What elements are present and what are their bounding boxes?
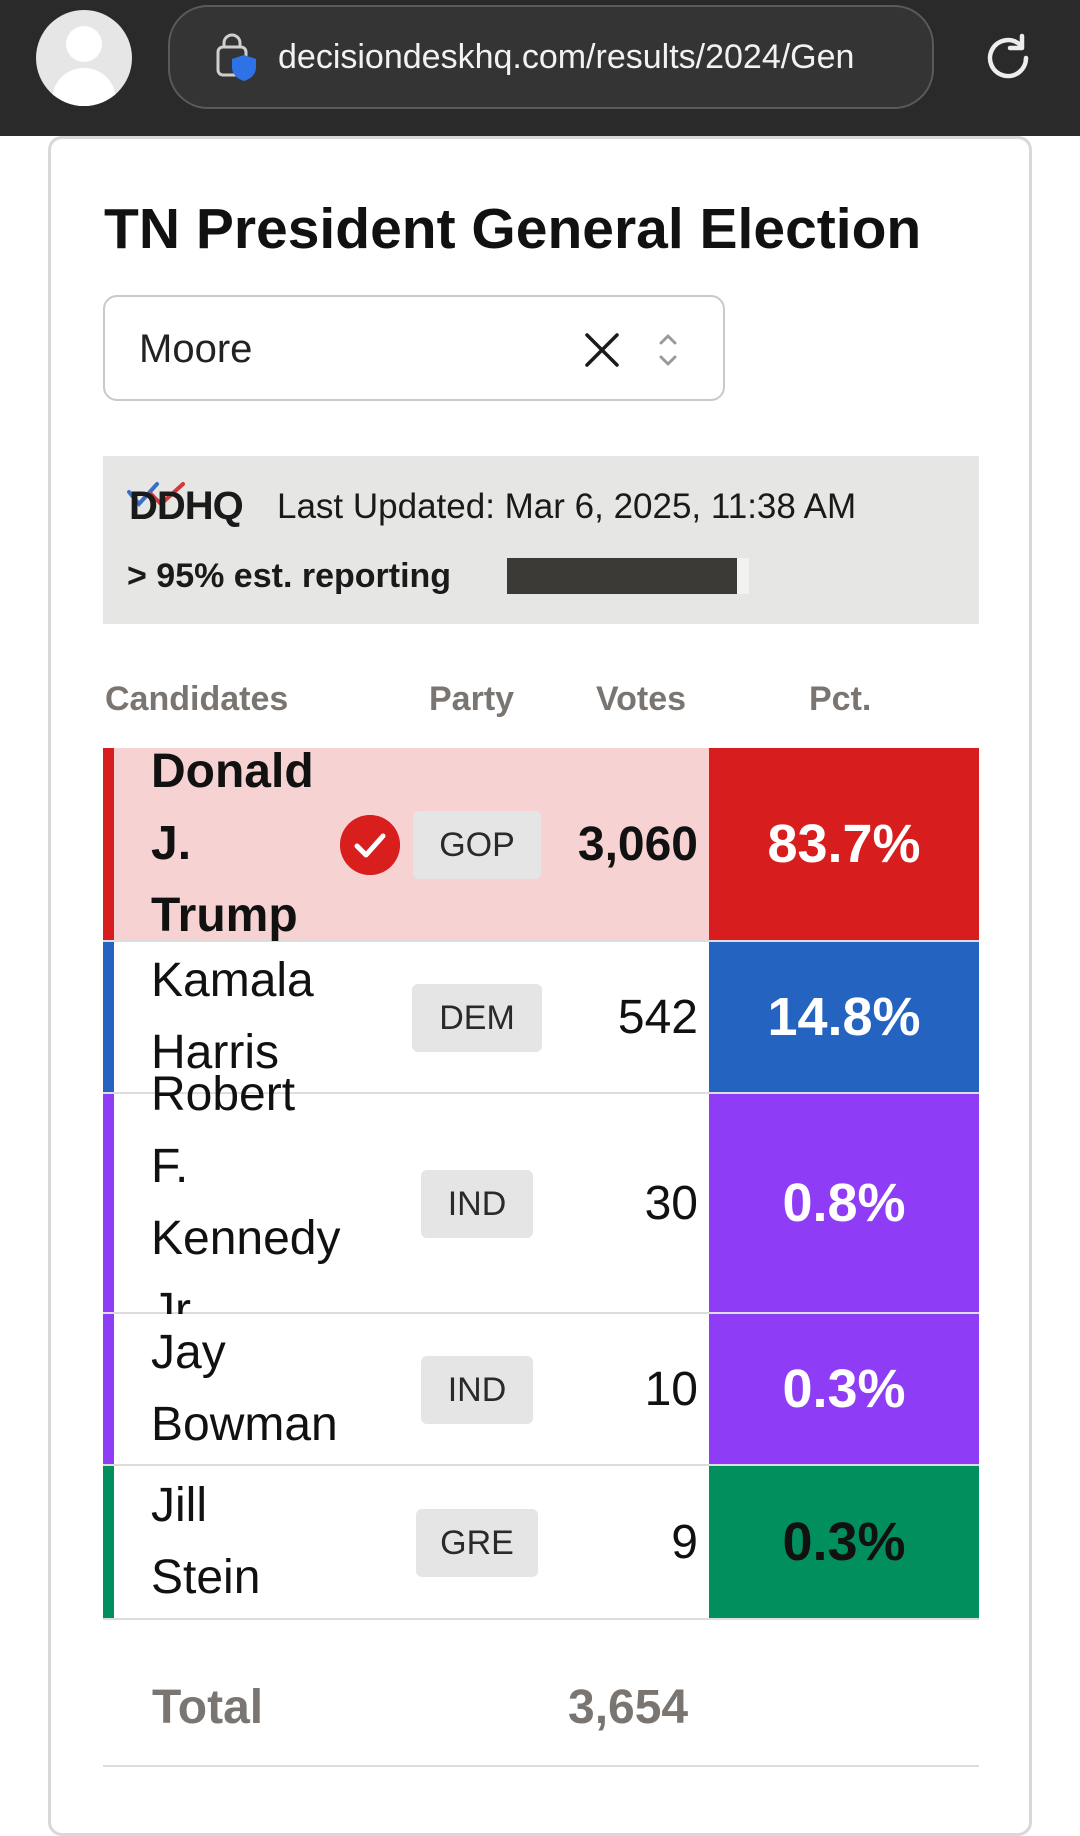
reporting-label: > 95% est. reporting: [127, 557, 452, 595]
candidate-name-line: J.: [151, 817, 192, 870]
candidate-pct: 14.8%: [709, 942, 979, 1092]
profile-avatar-icon[interactable]: [36, 10, 132, 106]
party-color-stripe: [103, 748, 114, 940]
county-select-value: Moore: [139, 327, 253, 371]
candidate-pct: 0.3%: [709, 1466, 979, 1618]
party-badge: IND: [421, 1170, 533, 1238]
last-updated-text: Last Updated: Mar 6, 2025, 11:38 AM: [277, 487, 857, 526]
party-color-stripe: [103, 942, 114, 1092]
address-bar[interactable]: decisiondeskhq.com/results/2024/Gen: [168, 5, 934, 109]
candidate-pct: 0.3%: [709, 1314, 979, 1464]
status-box: DDHQ Last Updated: Mar 6, 2025, 11:38 AM…: [103, 456, 979, 624]
candidate-name-line: Kamala: [151, 954, 314, 1007]
candidate-name: Jill Stein: [151, 1466, 321, 1618]
candidate-row: Donald J. Trump GOP 3,060 83.7%: [103, 745, 979, 942]
candidate-name-line: Harris: [151, 1026, 279, 1079]
candidate-votes: 10: [644, 1363, 698, 1416]
party-badge: DEM: [412, 984, 542, 1052]
reporting-progress-bar: [507, 558, 749, 594]
candidate-name-line: Jill Stein: [151, 1479, 261, 1604]
party-color-stripe: [103, 1314, 114, 1464]
browser-toolbar: decisiondeskhq.com/results/2024/Gen: [0, 0, 1080, 136]
table-bottom-divider: [103, 1765, 979, 1767]
party-badge: GOP: [413, 811, 541, 879]
party-badge: IND: [421, 1356, 533, 1424]
header-party: Party: [429, 680, 515, 718]
header-candidates: Candidates: [105, 680, 289, 718]
party-color-stripe: [103, 1094, 114, 1312]
candidate-name-line: Robert F.: [151, 1068, 296, 1193]
clear-icon[interactable]: [583, 331, 621, 369]
ddhq-logo-checks-icon: [127, 482, 185, 508]
candidate-row: Robert F. Kennedy Jr. IND 30 0.8%: [103, 1068, 979, 1337]
results-table: Donald J. Trump GOP 3,060 83.7% Kamala Harris D…: [103, 745, 979, 1620]
header-pct: Pct.: [809, 680, 872, 718]
candidate-pct: 0.8%: [709, 1094, 979, 1312]
ddhq-logo: DDHQ: [129, 484, 244, 528]
candidate-votes: 30: [644, 1177, 698, 1230]
total-label: Total: [152, 1681, 264, 1734]
candidate-name-line: Trump: [151, 889, 298, 942]
candidate-name-line: Bowman: [151, 1398, 338, 1451]
total-votes: 3,654: [568, 1681, 689, 1734]
candidate-name: Donald J. Trump: [151, 745, 321, 942]
winner-check-icon: [340, 815, 400, 875]
reload-icon[interactable]: [978, 28, 1038, 88]
page-title: TN President General Election: [104, 197, 922, 261]
county-select[interactable]: Moore: [103, 295, 725, 401]
candidate-name-line: Jay: [151, 1326, 226, 1379]
party-badge: GRE: [416, 1509, 538, 1577]
party-color-stripe: [103, 1466, 114, 1618]
chevron-updown-icon[interactable]: [655, 329, 681, 371]
candidate-name: Kamala Harris: [151, 942, 321, 1092]
candidate-votes: 542: [617, 991, 698, 1044]
candidate-name: Jay Bowman: [151, 1314, 338, 1464]
candidate-pct: 83.7%: [709, 748, 979, 940]
candidate-name: Robert F. Kennedy Jr.: [151, 1068, 341, 1337]
candidate-row: Jill Stein GRE 9 0.3%: [103, 1466, 979, 1620]
candidate-row: Kamala Harris DEM 542 14.8%: [103, 942, 979, 1094]
candidate-row: Jay Bowman IND 10 0.3%: [103, 1314, 979, 1466]
header-votes: Votes: [596, 680, 687, 718]
site-security-icon[interactable]: [212, 33, 264, 85]
candidate-name-line: Donald: [151, 745, 314, 798]
candidate-votes: 3,060: [577, 818, 698, 871]
candidate-votes: 9: [671, 1516, 698, 1569]
candidate-name-line: Kennedy: [151, 1212, 341, 1265]
url-text[interactable]: decisiondeskhq.com/results/2024/Gen: [278, 38, 855, 76]
reporting-progress-fill: [507, 558, 737, 594]
